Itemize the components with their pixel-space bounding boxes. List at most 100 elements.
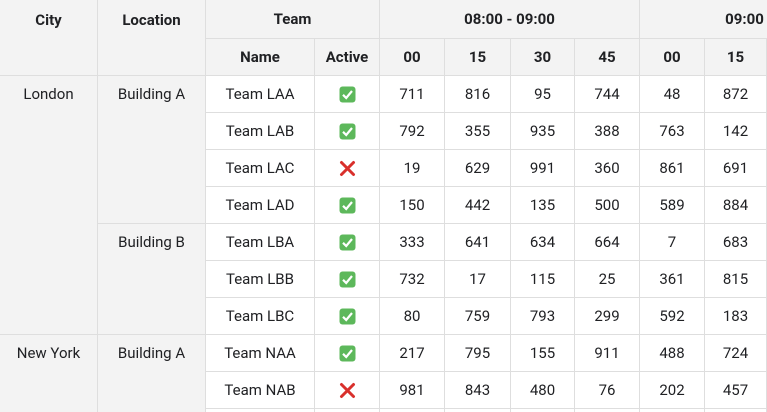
active-cell	[315, 187, 380, 224]
value-cell-text: 135	[529, 196, 556, 214]
value-cell: 7	[640, 224, 705, 261]
cross-icon	[339, 382, 355, 398]
value-cell-text: 981	[399, 381, 425, 399]
value-cell-text: 634	[529, 233, 556, 251]
value-cell: 388	[575, 113, 640, 150]
header-cell-text: 30	[533, 48, 552, 66]
value-cell: 183	[705, 298, 767, 335]
value-cell: 488	[640, 335, 705, 372]
value-cell: 641	[445, 224, 511, 261]
team-name-text: Team NAB	[224, 381, 296, 399]
team-name-text: Team LBA	[225, 233, 295, 251]
header-cell-text: Name	[240, 48, 280, 66]
location-cell-text: Building A	[117, 85, 186, 103]
value-cell-text: 683	[722, 233, 749, 251]
header-cell-text: Location	[122, 11, 181, 29]
value-cell-text: 589	[659, 196, 685, 214]
value-cell-text: 76	[598, 381, 616, 399]
check-icon	[339, 123, 355, 139]
empty-cell	[380, 409, 445, 412]
city-cell: London	[0, 76, 98, 335]
value-cell: 843	[445, 372, 511, 409]
header-cell: City	[0, 0, 98, 76]
location-cell-text: Building B	[118, 233, 185, 251]
value-cell-text: 816	[464, 85, 491, 103]
header-cell: 30	[511, 39, 575, 76]
value-cell-text: 333	[399, 233, 425, 251]
team-name: Team NAA	[206, 335, 315, 372]
active-cell	[315, 113, 380, 150]
value-cell: 629	[445, 150, 511, 187]
header-cell-text: City	[35, 11, 62, 29]
empty-cell	[315, 409, 380, 412]
check-icon	[339, 234, 355, 250]
location-cell: Building B	[98, 224, 206, 335]
value-cell: 634	[511, 224, 575, 261]
value-cell-text: 843	[464, 381, 491, 399]
value-cell: 816	[445, 76, 511, 113]
value-cell: 142	[705, 113, 767, 150]
value-cell-text: 711	[399, 85, 425, 103]
value-cell: 333	[380, 224, 445, 261]
empty-cell	[640, 409, 705, 412]
value-cell: 795	[445, 335, 511, 372]
team-name: Team LAC	[206, 150, 315, 187]
value-cell: 815	[705, 261, 767, 298]
value-cell-text: 442	[464, 196, 491, 214]
value-cell-text: 691	[722, 159, 749, 177]
value-cell-text: 155	[529, 344, 556, 362]
header-cell-text: 00	[403, 48, 421, 66]
active-cell	[315, 224, 380, 261]
city-cell: New York	[0, 335, 98, 412]
active-cell	[315, 372, 380, 409]
value-cell: 759	[445, 298, 511, 335]
value-cell: 442	[445, 187, 511, 224]
value-cell-text: 183	[722, 307, 749, 325]
value-cell: 80	[380, 298, 445, 335]
value-cell-text: 793	[529, 307, 556, 325]
team-name: Team LAD	[206, 187, 315, 224]
value-cell: 981	[380, 372, 445, 409]
city-cell-text: London	[23, 85, 74, 103]
value-cell: 683	[705, 224, 767, 261]
value-cell-text: 664	[594, 233, 620, 251]
value-cell: 457	[705, 372, 767, 409]
value-cell-text: 759	[464, 307, 491, 325]
value-cell-text: 763	[659, 122, 685, 140]
value-cell-text: 488	[659, 344, 685, 362]
value-cell: 724	[705, 335, 767, 372]
team-name-text: Team LAA	[225, 85, 295, 103]
value-cell-text: 884	[722, 196, 749, 214]
header-cell-text: 15	[468, 48, 487, 66]
value-cell-text: 861	[659, 159, 685, 177]
empty-cell	[575, 409, 640, 412]
header-cell-text: 09:00	[725, 10, 764, 28]
header-cell: 08:00 - 09:00	[380, 0, 640, 39]
value-cell-text: 202	[659, 381, 685, 399]
value-cell: 935	[511, 113, 575, 150]
team-name: Team LBC	[206, 298, 315, 335]
header-cell: 00	[380, 39, 445, 76]
header-cell-text: 00	[663, 48, 681, 66]
value-cell: 76	[575, 372, 640, 409]
value-cell-text: 641	[464, 233, 491, 251]
team-name-text: Team LAD	[225, 196, 295, 214]
cross-icon	[339, 160, 355, 176]
empty-cell	[511, 409, 575, 412]
header-cell-text: Active	[325, 48, 369, 66]
header-cell: Name	[206, 39, 315, 76]
value-cell-text: 592	[659, 307, 685, 325]
value-cell-text: 95	[534, 85, 551, 103]
value-cell-text: 19	[403, 159, 421, 177]
empty-cell	[445, 409, 511, 412]
value-cell: 664	[575, 224, 640, 261]
value-cell-text: 7	[667, 233, 677, 251]
value-cell-text: 361	[659, 270, 685, 288]
header-cell: 15	[445, 39, 511, 76]
value-cell: 991	[511, 150, 575, 187]
active-cell	[315, 298, 380, 335]
city-cell-text: New York	[16, 344, 81, 362]
header-cell: 00	[640, 39, 705, 76]
value-cell-text: 500	[594, 196, 620, 214]
active-cell	[315, 261, 380, 298]
